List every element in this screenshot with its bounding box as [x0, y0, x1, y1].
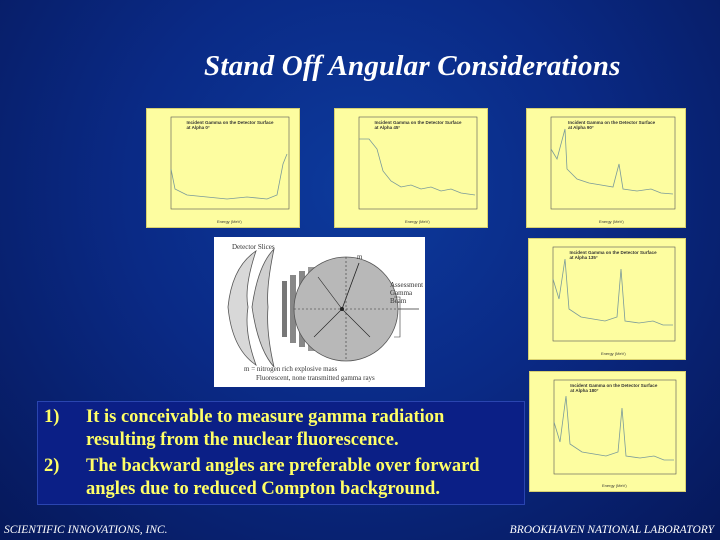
spectrum-chart: Energy (MeV)	[553, 379, 677, 488]
item-number: 1)	[44, 407, 60, 427]
svg-text:Energy (MeV): Energy (MeV)	[599, 219, 624, 224]
mass-label: m	[357, 253, 363, 261]
spectrum-plot-alpha-180: Incident Gamma on the Detector Surface at…	[529, 371, 686, 492]
plot-title: Incident Gamma on the Detector Surface at…	[186, 120, 274, 130]
plot-title: Incident Gamma on the Detector Surface at…	[568, 120, 656, 130]
detector-diagram-drawing	[227, 247, 419, 368]
spectrum-chart: Energy (MeV)	[552, 246, 676, 356]
spectrum-plot-alpha-135: Incident Gamma on the Detector Surface at…	[528, 238, 686, 360]
item-text: The backward angles are preferable over …	[86, 456, 480, 499]
spectrum-plot-alpha-0: Incident Gamma on the Detector Surface at…	[146, 108, 300, 228]
footer-right: BROOKHAVEN NATIONAL LABORATORY	[509, 524, 714, 536]
spectrum-chart: Energy (MeV)	[358, 116, 478, 224]
item-number: 2)	[44, 456, 60, 476]
slide-title: Stand Off Angular Considerations	[204, 50, 621, 82]
legend-mass: m = nitrogen rich explosive mass	[244, 365, 338, 373]
plot-title: Incident Gamma on the Detector Surface at…	[569, 250, 657, 260]
item-text: It is conceivable to measure gamma radia…	[86, 407, 445, 450]
beam-label: Assessment Gamma Beam	[390, 281, 424, 305]
footer-left: SCIENTIFIC INNOVATIONS, INC.	[4, 524, 168, 536]
plot-title: Incident Gamma on the Detector Surface at…	[570, 383, 658, 393]
svg-text:Energy (MeV): Energy (MeV)	[405, 219, 430, 224]
svg-text:Energy (MeV): Energy (MeV)	[602, 483, 627, 488]
spectrum-chart: Energy (MeV)	[550, 116, 676, 224]
detector-geometry-diagram: Detector Slices m Assessment Gamma Beam …	[214, 237, 425, 387]
svg-text:Energy (MeV): Energy (MeV)	[217, 219, 242, 224]
spectrum-plot-alpha-90: Incident Gamma on the Detector Surface at…	[526, 108, 686, 228]
detector-slices-label: Detector Slices	[232, 243, 275, 251]
legend-gamma: Fluorescent, none transmitted gamma rays	[256, 374, 375, 382]
plot-title: Incident Gamma on the Detector Surface at…	[374, 120, 462, 130]
spectrum-plot-alpha-45: Incident Gamma on the Detector Surface at…	[334, 108, 488, 228]
spectrum-chart: Energy (MeV)	[170, 116, 290, 224]
svg-text:Energy (MeV): Energy (MeV)	[601, 351, 626, 356]
conclusions-box: 1) It is conceivable to measure gamma ra…	[37, 401, 525, 505]
